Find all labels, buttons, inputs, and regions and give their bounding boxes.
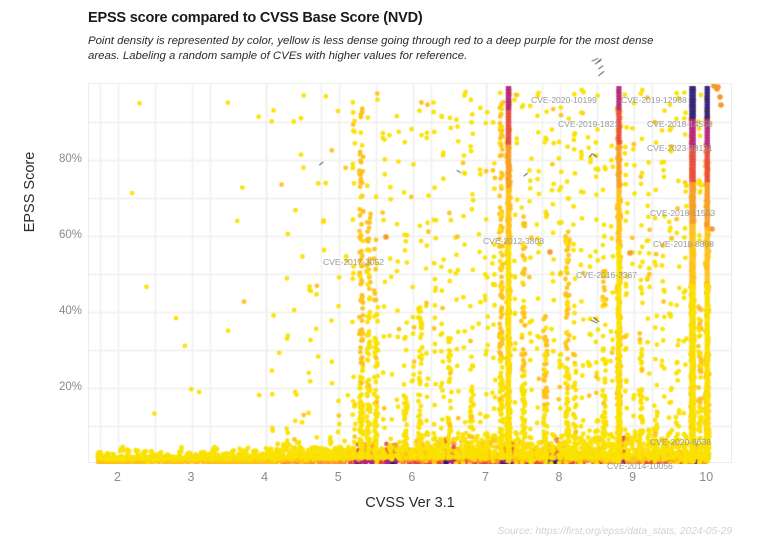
annotation-label-cve-2018-11523: CVE-2018-11523 xyxy=(650,208,716,218)
x-axis-tick-10: 10 xyxy=(699,470,714,484)
x-axis-tick-4: 4 xyxy=(261,470,269,484)
annotation-label-cve-2017-3052: CVE-2017-3052 xyxy=(323,257,384,267)
annotation-label-cve-2018-8898: CVE-2018-8898 xyxy=(653,239,714,249)
x-axis-tick-3: 3 xyxy=(187,470,195,484)
annotation-leader-lines xyxy=(0,0,644,380)
annotation-label-cve-2016-3367: CVE-2016-3367 xyxy=(576,270,637,280)
annotation-label-cve-2020-8638: CVE-2020-8638 xyxy=(650,437,711,447)
annotation-label-cve-2023-28121: CVE-2023-28121 xyxy=(647,143,713,153)
annotation-label-cve-2012-3808: CVE-2012-3808 xyxy=(483,236,544,246)
annotation-label-cve-2018-14558: CVE-2018-14558 xyxy=(647,119,713,129)
x-axis-tick-5: 5 xyxy=(334,470,342,484)
y-axis-tick-20%: 20% xyxy=(58,381,82,393)
x-axis-tick-6: 6 xyxy=(408,470,416,484)
annotation-label-cve-2014-10056: CVE-2014-10056 xyxy=(607,461,673,471)
x-axis-tick-7: 7 xyxy=(481,470,489,484)
source-note: Source: https://first.org/epss/data_stat… xyxy=(497,526,732,537)
x-axis-tick-8: 8 xyxy=(555,470,563,484)
x-axis-tick-2: 2 xyxy=(113,470,121,484)
annotation-label-cve-2019-1821: CVE-2019-1821 xyxy=(558,119,619,129)
x-axis-title: CVSS Ver 3.1 xyxy=(365,495,455,511)
x-axis-tick-9: 9 xyxy=(629,470,637,484)
annotation-label-cve-2020-10199: CVE-2020-10199 xyxy=(531,95,597,105)
annotation-label-cve-2019-12988: CVE-2019-12988 xyxy=(621,95,687,105)
